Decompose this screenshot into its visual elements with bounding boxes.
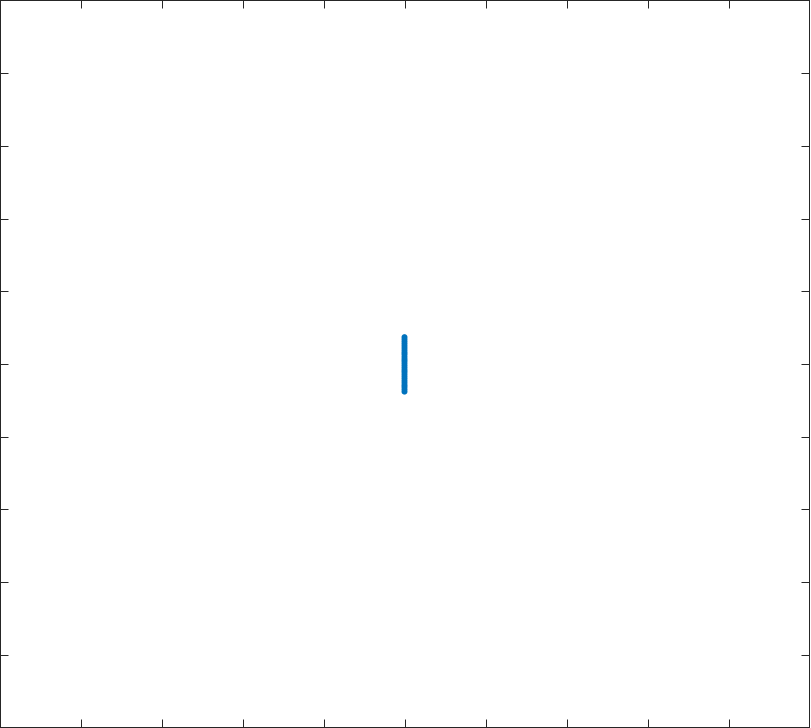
data-point — [401, 388, 408, 395]
data-points — [401, 334, 408, 395]
data-point — [401, 357, 408, 364]
x-axis-ticks — [81, 0, 730, 728]
y-axis-ticks — [0, 73, 810, 656]
data-point — [401, 350, 408, 357]
data-point — [401, 368, 408, 375]
data-point — [401, 382, 408, 389]
